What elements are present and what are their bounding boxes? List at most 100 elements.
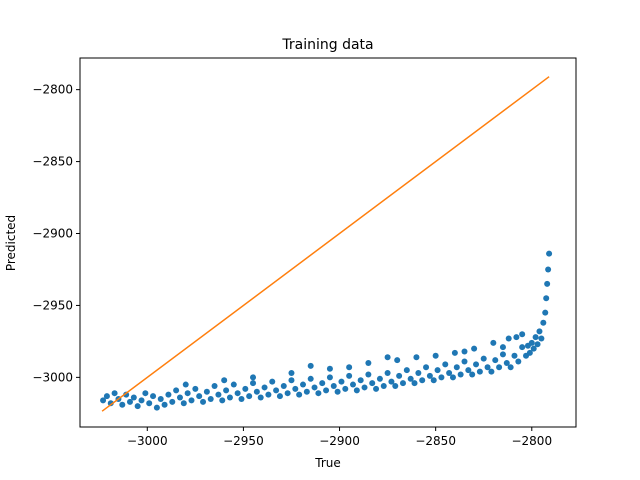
scatter-point: [384, 354, 391, 361]
scatter-point: [273, 387, 280, 394]
identity-line: [101, 76, 550, 412]
scatter-point: [311, 384, 318, 391]
scatter-point: [276, 393, 283, 400]
scatter-point: [511, 352, 518, 359]
scatter-point: [388, 378, 395, 385]
scatter-point: [451, 349, 458, 356]
scatter-point: [138, 397, 145, 404]
scatter-point: [342, 385, 349, 392]
scatter-point: [307, 375, 314, 382]
scatter-point: [411, 380, 418, 387]
scatter-point: [165, 391, 172, 398]
scatter-point: [284, 390, 291, 397]
scatter-point: [150, 393, 157, 400]
scatter-point: [528, 339, 535, 346]
scatter-point: [346, 364, 353, 371]
scatter-point: [161, 401, 168, 408]
scatter-point: [380, 383, 387, 389]
y-tick-label: −2850: [32, 155, 73, 169]
scatter-point: [396, 372, 403, 379]
scatter-point: [100, 397, 107, 404]
scatter-point: [515, 358, 522, 365]
scatter-point: [234, 390, 241, 397]
scatter-point: [471, 345, 478, 352]
scatter-point: [480, 355, 487, 362]
scatter-point: [346, 372, 353, 379]
scatter-point: [449, 374, 456, 381]
scatter-point: [369, 380, 376, 387]
scatter-point: [519, 331, 526, 338]
scatter-point: [288, 370, 295, 377]
scatter-point: [432, 352, 439, 359]
scatter-point: [542, 309, 549, 316]
scatter-point: [188, 397, 195, 404]
scatter-point: [211, 383, 218, 389]
scatter-point: [300, 381, 307, 388]
scatter-point: [376, 375, 383, 382]
scatter-point: [473, 361, 480, 368]
x-tick-label: −2950: [223, 434, 264, 448]
scatter-point: [365, 359, 372, 366]
scatter-point: [476, 368, 483, 375]
scatter-point: [196, 393, 203, 400]
scatter-point: [219, 397, 226, 404]
scatter-point: [373, 385, 380, 392]
scatter-point: [532, 334, 539, 341]
scatter-point: [361, 384, 368, 391]
scatter-point: [353, 387, 360, 394]
scatter-point: [349, 381, 356, 388]
scatter-point: [538, 335, 545, 342]
scatter-point: [499, 344, 506, 351]
scatter-point: [246, 393, 253, 400]
scatter-point: [130, 394, 137, 401]
scatter-point: [534, 341, 541, 348]
scatter-point: [492, 357, 499, 364]
scatter-point: [280, 383, 287, 389]
y-axis: −3000 −2950 −2900 −2850 −2800: [32, 83, 80, 384]
scatter-point: [490, 339, 497, 346]
x-tick-label: −2850: [415, 434, 456, 448]
scatter-point: [413, 354, 420, 361]
scatter-point: [442, 361, 449, 368]
scatter-point: [403, 367, 410, 374]
scatter-point: [488, 368, 495, 375]
scatter-point: [536, 328, 543, 335]
scatter-point: [146, 400, 153, 407]
scatter-point: [434, 367, 441, 374]
chart-title: Training data: [281, 37, 373, 53]
x-tick-label: −2800: [511, 434, 552, 448]
scatter-point: [200, 398, 207, 405]
scatter-point: [107, 400, 114, 407]
scatter-point: [438, 374, 445, 381]
scatter-point: [384, 370, 391, 377]
scatter-point: [230, 381, 237, 388]
scatter-point: [392, 383, 399, 389]
scatter-point: [326, 374, 333, 381]
scatter-point: [250, 380, 257, 387]
scatter-point: [469, 371, 476, 378]
scatter-point: [221, 377, 228, 384]
scatter-point: [457, 371, 464, 378]
scatter-point: [142, 390, 149, 397]
scatter-point: [357, 377, 364, 384]
scatter-point: [543, 295, 550, 302]
scatter-point: [499, 351, 506, 358]
scatter-point: [111, 390, 118, 397]
scatter-point: [505, 335, 512, 342]
scatter-point: [134, 403, 141, 410]
scatter-point: [173, 387, 180, 394]
scatter-point: [430, 377, 437, 384]
scatter-point: [334, 388, 341, 395]
scatter-point: [545, 266, 552, 273]
scatter-point: [540, 319, 547, 326]
x-tick-label: −3000: [127, 434, 168, 448]
scatter-point: [182, 381, 189, 388]
scatter-point: [530, 345, 537, 352]
scatter-point: [307, 362, 314, 369]
scatter-point: [288, 377, 295, 384]
x-axis: −3000 −2950 −2900 −2850 −2800: [127, 427, 552, 448]
scatter-point: [253, 388, 260, 395]
scatter-point: [261, 384, 268, 391]
